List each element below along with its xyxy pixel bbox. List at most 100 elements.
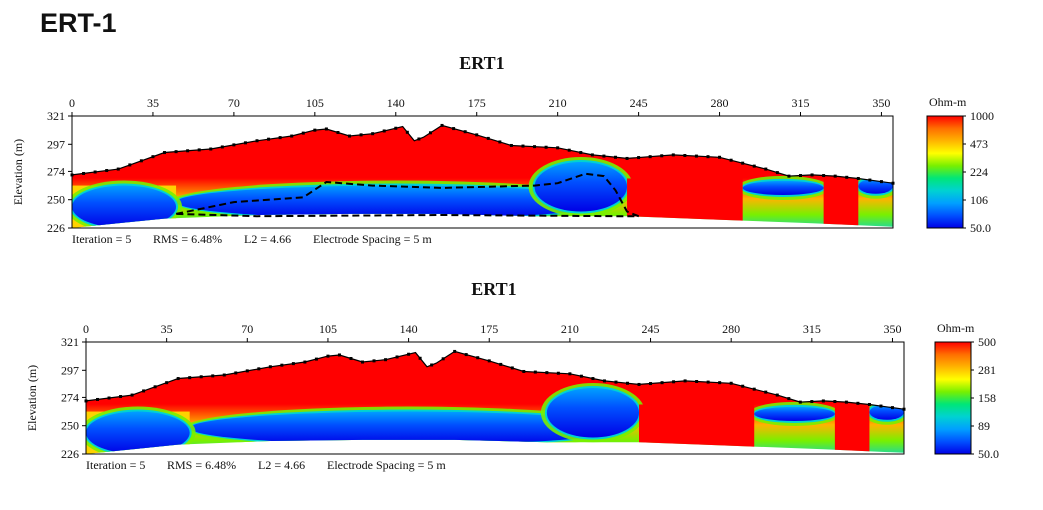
electrode-marker: [441, 357, 445, 361]
electrode-marker: [165, 381, 169, 385]
electrode-marker: [879, 404, 883, 408]
x-tick-label: 315: [791, 96, 809, 110]
electrode-marker: [234, 371, 238, 375]
electrode-marker: [844, 400, 848, 404]
colorbar: [934, 341, 972, 455]
electrode-marker: [533, 145, 537, 149]
electrode-marker: [476, 356, 480, 360]
electrode-marker: [798, 400, 802, 404]
electrode-marker: [498, 140, 502, 144]
interpreted-boundary-line: [175, 172, 639, 218]
electrode-marker: [591, 377, 595, 381]
electrode-marker: [683, 379, 687, 383]
electrode-marker: [324, 127, 328, 131]
electrode-marker: [787, 174, 791, 178]
electrode-marker: [764, 167, 768, 171]
conductive-zone: [742, 180, 824, 195]
electrode-marker: [186, 149, 190, 153]
electrode-marker: [545, 371, 549, 375]
electrode-marker: [521, 144, 525, 148]
electrode-marker: [128, 163, 132, 167]
x-tick-label: 210: [561, 322, 579, 336]
electrode-marker: [267, 137, 271, 141]
electrode-marker: [579, 151, 583, 155]
electrode-marker: [188, 376, 192, 380]
electrode-marker: [119, 395, 123, 399]
electrode-marker: [301, 131, 305, 135]
electrode-marker: [741, 384, 745, 388]
electrode-marker: [867, 402, 871, 406]
colorbar-label: 106: [970, 193, 988, 207]
colorbar-label: 50.0: [970, 221, 991, 235]
electrode-marker: [718, 155, 722, 159]
y-axis-label: Elevation (m): [25, 365, 39, 431]
y-tick-label: 297: [47, 137, 65, 151]
electrode-marker: [245, 369, 249, 373]
iteration-label: Iteration = 5: [72, 232, 131, 246]
electrode-marker: [107, 396, 111, 400]
electrode-marker: [220, 145, 224, 149]
electrode-marker: [348, 134, 352, 138]
electrode-marker: [764, 390, 768, 394]
electrode-marker: [509, 143, 513, 147]
electrode-marker: [602, 154, 606, 158]
conductive-zone: [546, 387, 640, 438]
electrode-marker: [845, 175, 849, 179]
electrode-marker: [729, 158, 733, 162]
x-tick-label: 210: [549, 96, 567, 110]
electrode-marker: [775, 393, 779, 397]
electrode-marker: [255, 139, 259, 143]
electrode-marker: [384, 358, 388, 362]
y-tick-label: 226: [47, 221, 65, 235]
x-tick-label: 280: [722, 322, 740, 336]
l2-label: L2 = 4.66: [258, 458, 305, 472]
electrode-marker: [382, 129, 386, 133]
electrode-marker: [291, 362, 295, 366]
x-tick-label: 70: [241, 322, 253, 336]
y-tick-label: 274: [61, 390, 79, 404]
electrode-marker: [142, 389, 146, 393]
conductive-zone: [86, 411, 190, 454]
electrode-marker: [810, 400, 814, 404]
electrode-marker: [752, 164, 756, 168]
electrode-marker: [671, 153, 675, 157]
resistive-block-far-east: [834, 404, 870, 454]
y-tick-label: 274: [47, 164, 65, 178]
electrode-marker: [105, 169, 109, 173]
electrode-marker: [176, 377, 180, 381]
y-tick-label: 321: [47, 109, 65, 123]
x-tick-label: 175: [480, 322, 498, 336]
electrode-marker: [868, 178, 872, 182]
colorbar-unit: Ohm-m: [929, 95, 967, 109]
electrode-marker: [407, 352, 411, 356]
electrode-marker: [637, 382, 641, 386]
electrode-marker: [463, 130, 467, 134]
x-tick-label: 140: [400, 322, 418, 336]
electrode-marker: [625, 381, 629, 385]
colorbar-label: 89: [978, 419, 990, 433]
electrode-marker: [683, 153, 687, 157]
electrode-marker: [625, 156, 629, 160]
electrode-marker: [199, 375, 203, 379]
colorbar: [926, 115, 964, 229]
electrode-marker: [729, 381, 733, 385]
electrode-marker: [706, 380, 710, 384]
electrode-marker: [257, 367, 261, 371]
electrode-marker: [718, 381, 722, 385]
page-title: ERT-1: [40, 8, 117, 38]
electrode-marker: [197, 148, 201, 152]
x-tick-label: 350: [872, 96, 890, 110]
electrode-marker: [93, 170, 97, 174]
conductive-zone: [176, 185, 616, 219]
electrode-marker: [879, 180, 883, 184]
resistive-block-east: [639, 404, 755, 454]
electrode-marker: [153, 385, 157, 389]
electrode-marker: [810, 173, 814, 177]
electrode-marker: [614, 380, 618, 384]
electrode-marker: [430, 363, 434, 367]
colorbar-label: 473: [970, 137, 988, 151]
y-tick-label: 226: [61, 447, 79, 461]
conductive-zone: [754, 406, 835, 421]
electrode-marker: [695, 379, 699, 383]
x-tick-label: 140: [387, 96, 405, 110]
